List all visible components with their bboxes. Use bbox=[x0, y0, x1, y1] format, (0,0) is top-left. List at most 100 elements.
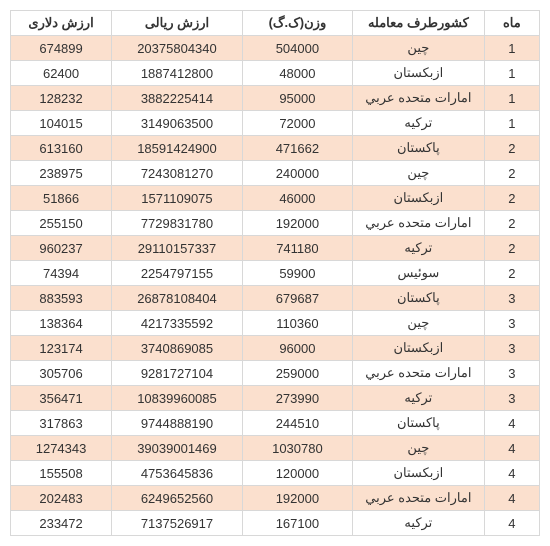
header-rial: ارزش ریالی bbox=[112, 11, 243, 36]
cell-weight: 244510 bbox=[242, 411, 352, 436]
table-row: 1چین50400020375804340674899 bbox=[11, 36, 540, 61]
cell-weight: 504000 bbox=[242, 36, 352, 61]
cell-month: 4 bbox=[484, 436, 539, 461]
cell-weight: 95000 bbox=[242, 86, 352, 111]
cell-dollar: 51866 bbox=[11, 186, 112, 211]
header-dollar: ارزش دلاری bbox=[11, 11, 112, 36]
table-row: 4ترکيه1671007137526917233472 bbox=[11, 511, 540, 536]
cell-month: 1 bbox=[484, 86, 539, 111]
cell-month: 4 bbox=[484, 486, 539, 511]
cell-weight: 741180 bbox=[242, 236, 352, 261]
table-row: 2سوئيس59900225479715574394 bbox=[11, 261, 540, 286]
cell-weight: 48000 bbox=[242, 61, 352, 86]
cell-weight: 259000 bbox=[242, 361, 352, 386]
cell-weight: 273990 bbox=[242, 386, 352, 411]
cell-rial: 4217335592 bbox=[112, 311, 243, 336]
header-weight: وزن(ک.گ) bbox=[242, 11, 352, 36]
table-row: 3چین1103604217335592138364 bbox=[11, 311, 540, 336]
cell-country: سوئيس bbox=[352, 261, 484, 286]
cell-month: 1 bbox=[484, 111, 539, 136]
cell-dollar: 202483 bbox=[11, 486, 112, 511]
cell-rial: 4753645836 bbox=[112, 461, 243, 486]
cell-dollar: 255150 bbox=[11, 211, 112, 236]
table-row: 2چین2400007243081270238975 bbox=[11, 161, 540, 186]
table-row: 3ترکيه27399010839960085356471 bbox=[11, 386, 540, 411]
cell-rial: 6249652560 bbox=[112, 486, 243, 511]
table-row: 3ازبکستان960003740869085123174 bbox=[11, 336, 540, 361]
cell-dollar: 128232 bbox=[11, 86, 112, 111]
cell-country: ازبکستان bbox=[352, 61, 484, 86]
cell-dollar: 123174 bbox=[11, 336, 112, 361]
cell-weight: 46000 bbox=[242, 186, 352, 211]
cell-weight: 120000 bbox=[242, 461, 352, 486]
cell-country: امارات متحده عربي bbox=[352, 361, 484, 386]
cell-dollar: 613160 bbox=[11, 136, 112, 161]
table-row: 2پاکستان47166218591424900613160 bbox=[11, 136, 540, 161]
cell-weight: 96000 bbox=[242, 336, 352, 361]
cell-month: 2 bbox=[484, 211, 539, 236]
cell-dollar: 62400 bbox=[11, 61, 112, 86]
cell-month: 2 bbox=[484, 161, 539, 186]
cell-month: 1 bbox=[484, 61, 539, 86]
header-row: ماه کشورطرف معامله وزن(ک.گ) ارزش ریالی ا… bbox=[11, 11, 540, 36]
cell-dollar: 238975 bbox=[11, 161, 112, 186]
table-row: 4امارات متحده عربي1920006249652560202483 bbox=[11, 486, 540, 511]
cell-country: ترکيه bbox=[352, 111, 484, 136]
cell-rial: 29110157337 bbox=[112, 236, 243, 261]
cell-month: 2 bbox=[484, 136, 539, 161]
cell-weight: 679687 bbox=[242, 286, 352, 311]
cell-weight: 471662 bbox=[242, 136, 352, 161]
cell-country: امارات متحده عربي bbox=[352, 486, 484, 511]
cell-dollar: 138364 bbox=[11, 311, 112, 336]
cell-rial: 3149063500 bbox=[112, 111, 243, 136]
cell-country: پاکستان bbox=[352, 411, 484, 436]
table-row: 2ترکيه74118029110157337960237 bbox=[11, 236, 540, 261]
cell-month: 4 bbox=[484, 411, 539, 436]
table-row: 4پاکستان2445109744888190317863 bbox=[11, 411, 540, 436]
cell-month: 2 bbox=[484, 261, 539, 286]
cell-country: چین bbox=[352, 311, 484, 336]
cell-rial: 7137526917 bbox=[112, 511, 243, 536]
cell-rial: 7243081270 bbox=[112, 161, 243, 186]
table-row: 1امارات متحده عربي950003882225414128232 bbox=[11, 86, 540, 111]
cell-country: ترکيه bbox=[352, 236, 484, 261]
cell-weight: 240000 bbox=[242, 161, 352, 186]
cell-dollar: 674899 bbox=[11, 36, 112, 61]
cell-country: چین bbox=[352, 436, 484, 461]
table-row: 4ازبکستان1200004753645836155508 bbox=[11, 461, 540, 486]
cell-country: ترکيه bbox=[352, 511, 484, 536]
cell-month: 2 bbox=[484, 186, 539, 211]
cell-dollar: 74394 bbox=[11, 261, 112, 286]
cell-month: 4 bbox=[484, 461, 539, 486]
cell-rial: 1887412800 bbox=[112, 61, 243, 86]
table-row: 3امارات متحده عربي2590009281727104305706 bbox=[11, 361, 540, 386]
cell-country: امارات متحده عربي bbox=[352, 211, 484, 236]
table-row: 4چین1030780390390014691274343 bbox=[11, 436, 540, 461]
cell-rial: 9281727104 bbox=[112, 361, 243, 386]
table-row: 2امارات متحده عربي1920007729831780255150 bbox=[11, 211, 540, 236]
cell-dollar: 104015 bbox=[11, 111, 112, 136]
cell-weight: 110360 bbox=[242, 311, 352, 336]
table-row: 3پاکستان67968726878108404883593 bbox=[11, 286, 540, 311]
table-row: 1ترکيه720003149063500104015 bbox=[11, 111, 540, 136]
cell-rial: 1571109075 bbox=[112, 186, 243, 211]
cell-dollar: 960237 bbox=[11, 236, 112, 261]
cell-month: 3 bbox=[484, 286, 539, 311]
cell-country: ازبکستان bbox=[352, 461, 484, 486]
cell-dollar: 356471 bbox=[11, 386, 112, 411]
cell-month: 3 bbox=[484, 336, 539, 361]
cell-rial: 26878108404 bbox=[112, 286, 243, 311]
cell-month: 3 bbox=[484, 361, 539, 386]
table-row: 1ازبکستان48000188741280062400 bbox=[11, 61, 540, 86]
cell-country: ازبکستان bbox=[352, 336, 484, 361]
cell-weight: 192000 bbox=[242, 211, 352, 236]
cell-dollar: 317863 bbox=[11, 411, 112, 436]
cell-dollar: 305706 bbox=[11, 361, 112, 386]
cell-month: 3 bbox=[484, 311, 539, 336]
cell-month: 1 bbox=[484, 36, 539, 61]
table-body: 1چین504000203758043406748991ازبکستان4800… bbox=[11, 36, 540, 536]
cell-country: چین bbox=[352, 161, 484, 186]
cell-month: 2 bbox=[484, 236, 539, 261]
cell-dollar: 883593 bbox=[11, 286, 112, 311]
cell-weight: 72000 bbox=[242, 111, 352, 136]
